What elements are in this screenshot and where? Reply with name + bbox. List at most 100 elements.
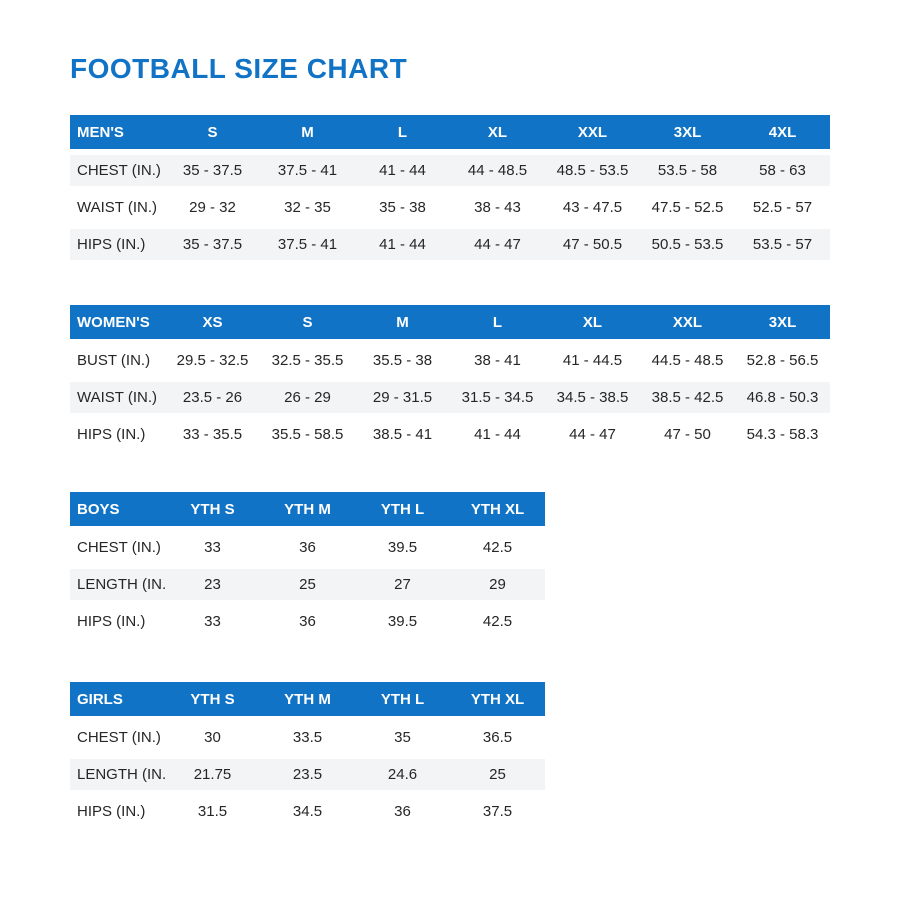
womens-size-header: M [355,305,450,339]
mens-value-cell: 48.5 - 53.5 [545,155,640,186]
boys-value-cell: 42.5 [450,532,545,563]
girls-row-label: HIPS (IN.) [70,796,165,827]
mens-value-cell: 44 - 47 [450,229,545,260]
boys-value-cell: 42.5 [450,606,545,637]
womens-value-cell: 29.5 - 32.5 [165,345,260,376]
womens-table-title-cell: WOMEN'S [70,305,165,339]
girls-value-cell: 31.5 [165,796,260,827]
girls-size-header: YTH XL [450,682,545,716]
womens-value-cell: 41 - 44 [450,419,545,450]
boys-table-row: CHEST (IN.) 33 36 39.5 42.5 [70,532,545,563]
womens-value-cell: 29 - 31.5 [355,382,450,413]
boys-value-cell: 36 [260,532,355,563]
boys-value-cell: 39.5 [355,606,450,637]
girls-value-cell: 24.6 [355,759,450,790]
mens-size-header: XXL [545,115,640,149]
womens-value-cell: 47 - 50 [640,419,735,450]
womens-value-cell: 44 - 47 [545,419,640,450]
girls-value-cell: 36.5 [450,722,545,753]
mens-value-cell: 47.5 - 52.5 [640,192,735,223]
girls-value-cell: 21.75 [165,759,260,790]
womens-value-cell: 41 - 44.5 [545,345,640,376]
girls-table-row: CHEST (IN.) 30 33.5 35 36.5 [70,722,545,753]
mens-value-cell: 38 - 43 [450,192,545,223]
womens-size-table: WOMEN'S XS S M L XL XXL 3XL BUST (IN.) 29.5 - 32… [70,299,830,456]
womens-header-row: WOMEN'S XS S M L XL XXL 3XL [70,305,830,339]
boys-size-header: YTH M [260,492,355,526]
mens-value-cell: 47 - 50.5 [545,229,640,260]
girls-value-cell: 25 [450,759,545,790]
girls-table-row: HIPS (IN.) 31.5 34.5 36 37.5 [70,796,545,827]
womens-size-header: XL [545,305,640,339]
womens-value-cell: 38.5 - 41 [355,419,450,450]
size-chart-page: FOOTBALL SIZE CHART MEN'S S M L XL XXL 3XL 4XL … [70,53,830,827]
womens-value-cell: 54.3 - 58.3 [735,419,830,450]
girls-size-header: YTH S [165,682,260,716]
mens-value-cell: 50.5 - 53.5 [640,229,735,260]
boys-value-cell: 39.5 [355,532,450,563]
boys-table-row: LENGTH (IN.) 23 25 27 29 [70,569,545,600]
womens-size-header: XS [165,305,260,339]
girls-value-cell: 33.5 [260,722,355,753]
mens-size-header: XL [450,115,545,149]
boys-value-cell: 29 [450,569,545,600]
mens-size-header: S [165,115,260,149]
mens-value-cell: 37.5 - 41 [260,229,355,260]
girls-row-label: CHEST (IN.) [70,722,165,753]
womens-value-cell: 46.8 - 50.3 [735,382,830,413]
womens-value-cell: 38 - 41 [450,345,545,376]
womens-table-row: WAIST (IN.) 23.5 - 26 26 - 29 29 - 31.5 31.5… [70,382,830,413]
mens-value-cell: 29 - 32 [165,192,260,223]
womens-row-label: BUST (IN.) [70,345,165,376]
mens-value-cell: 44 - 48.5 [450,155,545,186]
womens-size-header: S [260,305,355,339]
mens-value-cell: 53.5 - 57 [735,229,830,260]
boys-value-cell: 23 [165,569,260,600]
boys-size-header: YTH XL [450,492,545,526]
page-title: FOOTBALL SIZE CHART [70,53,408,84]
mens-value-cell: 41 - 44 [355,155,450,186]
mens-value-cell: 53.5 - 58 [640,155,735,186]
girls-value-cell: 37.5 [450,796,545,827]
womens-value-cell: 35.5 - 38 [355,345,450,376]
girls-value-cell: 23.5 [260,759,355,790]
mens-table-row: HIPS (IN.) 35 - 37.5 37.5 - 41 41 - 44 44 - … [70,229,830,260]
mens-size-header: 4XL [735,115,830,149]
boys-value-cell: 36 [260,606,355,637]
mens-table-row: CHEST (IN.) 35 - 37.5 37.5 - 41 41 - 44 44 -… [70,155,830,186]
boys-value-cell: 25 [260,569,355,600]
mens-value-cell: 35 - 37.5 [165,229,260,260]
girls-row-label: LENGTH (IN.) [70,759,165,790]
mens-size-table: MEN'S S M L XL XXL 3XL 4XL CHEST (IN.) 35 - 37.5… [70,109,830,266]
mens-table-title-cell: MEN'S [70,115,165,149]
mens-value-cell: 41 - 44 [355,229,450,260]
boys-size-header: YTH L [355,492,450,526]
mens-value-cell: 52.5 - 57 [735,192,830,223]
womens-value-cell: 32.5 - 35.5 [260,345,355,376]
womens-table-row: HIPS (IN.) 33 - 35.5 35.5 - 58.5 38.5 - 41 4… [70,419,830,450]
womens-value-cell: 26 - 29 [260,382,355,413]
womens-row-label: HIPS (IN.) [70,419,165,450]
womens-table-row: BUST (IN.) 29.5 - 32.5 32.5 - 35.5 35.5 - 3… [70,345,830,376]
womens-size-header: L [450,305,545,339]
boys-table-row: HIPS (IN.) 33 36 39.5 42.5 [70,606,545,637]
boys-size-table: BOYS YTH S YTH M YTH L YTH XL CHEST (IN.) 33 3… [70,486,545,643]
boys-value-cell: 33 [165,532,260,563]
womens-value-cell: 34.5 - 38.5 [545,382,640,413]
boys-row-label: LENGTH (IN.) [70,569,165,600]
boys-row-label: CHEST (IN.) [70,532,165,563]
boys-row-label: HIPS (IN.) [70,606,165,637]
womens-value-cell: 33 - 35.5 [165,419,260,450]
girls-value-cell: 30 [165,722,260,753]
boys-table-title-cell: BOYS [70,492,165,526]
mens-header-row: MEN'S S M L XL XXL 3XL 4XL [70,115,830,149]
womens-size-header: 3XL [735,305,830,339]
womens-value-cell: 52.8 - 56.5 [735,345,830,376]
womens-value-cell: 38.5 - 42.5 [640,382,735,413]
mens-value-cell: 32 - 35 [260,192,355,223]
mens-table-row: WAIST (IN.) 29 - 32 32 - 35 35 - 38 38 - 43 4… [70,192,830,223]
boys-value-cell: 33 [165,606,260,637]
boys-header-row: BOYS YTH S YTH M YTH L YTH XL [70,492,545,526]
mens-value-cell: 35 - 38 [355,192,450,223]
mens-row-label: HIPS (IN.) [70,229,165,260]
